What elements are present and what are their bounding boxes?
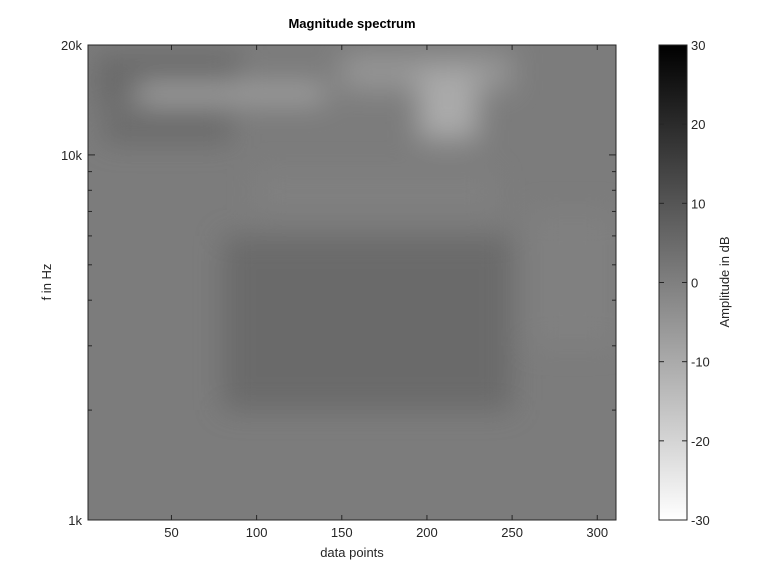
colorbar-tick-label: -10 — [691, 355, 710, 370]
colorbar-ticks: 30 20 10 0 -10 -20 -30 — [659, 38, 710, 528]
y-tick-label: 20k — [61, 38, 82, 53]
colorbar-label: Amplitude in dB — [717, 236, 732, 327]
x-axis-label: data points — [320, 545, 384, 560]
colorbar-tick-label: 10 — [691, 196, 705, 211]
x-tick-label: 150 — [331, 525, 353, 540]
heatmap-region — [418, 70, 479, 140]
heatmap-regions — [94, 53, 616, 411]
y-axis-label: f in Hz — [39, 264, 54, 301]
x-tick-label: 250 — [501, 525, 523, 540]
y-axis: 1k 10k 20k — [61, 38, 616, 528]
x-tick-label: 200 — [416, 525, 438, 540]
y-tick-label: 10k — [61, 148, 82, 163]
x-axis: 50 100 150 200 250 300 — [164, 45, 608, 540]
y-tick-label: 1k — [68, 513, 82, 528]
heatmap-region — [222, 235, 513, 411]
x-tick-label: 50 — [164, 525, 178, 540]
colorbar-tick-label: 30 — [691, 38, 705, 53]
x-tick-label: 100 — [246, 525, 268, 540]
plot-frame — [87, 44, 617, 521]
heatmap-region — [256, 171, 496, 212]
heatmap-region — [137, 85, 325, 102]
plot-area — [87, 44, 617, 521]
heatmap-region — [103, 113, 232, 143]
heatmap-blur-layer — [94, 53, 616, 411]
colorbar-tick-label: -20 — [691, 434, 710, 449]
colorbar-tick-label: 20 — [691, 117, 705, 132]
chart-title: Magnitude spectrum — [288, 16, 415, 31]
heatmap-region — [529, 211, 616, 346]
colorbar: 30 20 10 0 -10 -20 -30 — [658, 38, 710, 528]
colorbar-tick-label: -30 — [691, 513, 710, 528]
colorbar-tick-label: 0 — [691, 276, 698, 291]
x-tick-label: 300 — [586, 525, 608, 540]
